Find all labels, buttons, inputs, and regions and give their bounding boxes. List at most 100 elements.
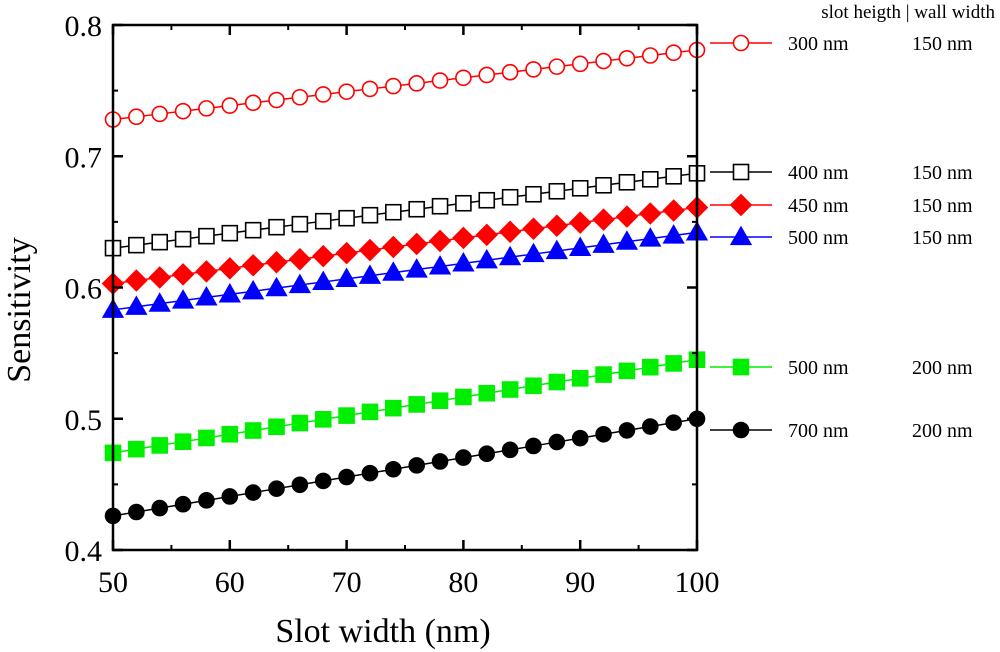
data-point (268, 91, 285, 109)
data-point (662, 224, 685, 244)
y-axis-title: Sensitivity (1, 237, 38, 382)
y-tick-label: 0.5 (65, 404, 103, 437)
data-point (198, 492, 215, 509)
data-point (522, 217, 545, 241)
data-point (595, 425, 612, 443)
data-point (291, 215, 309, 233)
data-point (639, 202, 662, 225)
data-point (244, 484, 262, 501)
data-point (385, 460, 402, 478)
data-point (641, 418, 659, 435)
data-point (431, 197, 449, 215)
data-point (174, 102, 192, 120)
data-point (595, 366, 612, 383)
data-point (592, 233, 615, 253)
data-point (729, 193, 753, 217)
data-point (501, 441, 519, 459)
data-point (268, 218, 285, 236)
x-tick-label: 60 (215, 566, 245, 599)
data-point (128, 440, 145, 458)
legend-wall-width: 200 nm (912, 420, 973, 442)
data-point (291, 476, 309, 494)
data-point (338, 407, 355, 424)
data-point (452, 226, 475, 250)
data-point (525, 377, 542, 395)
data-point (171, 289, 195, 309)
data-point (151, 233, 169, 251)
data-point (218, 282, 241, 303)
legend-header: slot heigth | wall width (821, 2, 995, 23)
data-point (618, 362, 636, 380)
data-point (221, 97, 239, 114)
data-point (732, 421, 750, 439)
data-point (291, 414, 309, 432)
legend-label: 700 nm (788, 420, 849, 442)
data-point (125, 269, 148, 292)
data-point (361, 403, 379, 421)
data-point (338, 468, 355, 486)
legend: 300 nm 150 nm 400 nm 150 nm 450 nm 150 nm 500 … (710, 33, 973, 442)
data-point (548, 58, 566, 75)
data-point (218, 257, 242, 280)
data-point (174, 433, 192, 450)
data-point (268, 480, 285, 497)
data-point (501, 188, 519, 206)
data-point (198, 227, 215, 245)
series-6 (104, 410, 706, 525)
data-point (265, 250, 288, 274)
legend-item: 450 nm 150 nm (710, 193, 973, 217)
data-point (571, 179, 589, 197)
data-point (548, 182, 566, 200)
data-point (618, 49, 636, 67)
y-tick-label: 0.8 (65, 10, 103, 43)
data-point (151, 105, 169, 123)
data-point (151, 437, 169, 454)
y-tick-label: 0.4 (65, 535, 103, 568)
data-point (361, 206, 379, 224)
data-point (475, 223, 499, 247)
data-point (618, 173, 636, 191)
data-point (148, 292, 171, 312)
data-point (311, 244, 335, 268)
data-point (268, 418, 285, 436)
data-point (475, 248, 498, 269)
data-point (595, 52, 612, 70)
data-point (312, 270, 335, 291)
data-point (335, 267, 358, 287)
legend-wall-width: 150 nm (912, 195, 973, 217)
data-point (662, 199, 685, 222)
data-point (665, 44, 682, 62)
data-point (405, 258, 428, 278)
legend-label: 400 nm (788, 162, 849, 184)
data-point (171, 263, 195, 286)
data-point (732, 34, 750, 52)
data-point (568, 211, 592, 234)
data-point (288, 247, 312, 271)
data-point (361, 464, 379, 482)
data-point (382, 235, 405, 259)
data-point (382, 261, 405, 281)
data-point (525, 185, 542, 203)
data-point (569, 236, 592, 256)
data-point (455, 449, 472, 466)
y-tick-label: 0.6 (65, 273, 103, 306)
data-point (408, 75, 425, 92)
data-point (478, 384, 496, 402)
data-point (314, 411, 332, 428)
legend-label: 500 nm (788, 357, 849, 379)
legend-label: 300 nm (788, 33, 849, 55)
legend-item: 400 nm 150 nm (710, 162, 973, 184)
data-point (665, 168, 682, 185)
data-point (498, 220, 522, 244)
legend-item: 500 nm 150 nm (710, 225, 973, 249)
data-point (732, 358, 750, 376)
data-point (385, 399, 402, 417)
data-point (241, 254, 265, 277)
data-point (548, 373, 566, 391)
data-point (732, 163, 750, 181)
data-point (408, 457, 425, 474)
data-point (221, 224, 239, 242)
data-point (242, 279, 265, 300)
data-point (478, 445, 496, 463)
